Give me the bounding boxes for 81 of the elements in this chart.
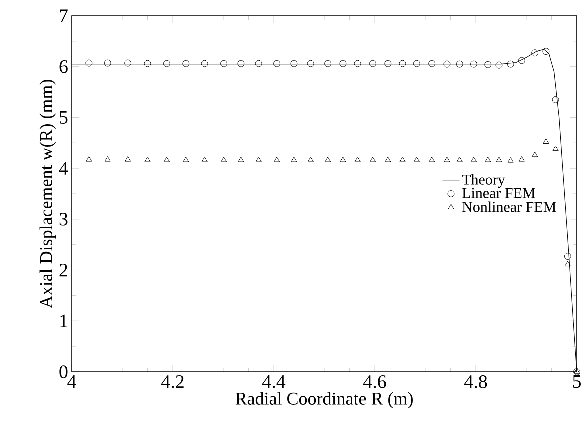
point (274, 156, 280, 162)
point (324, 60, 332, 68)
y-tick-label: 4 (59, 162, 68, 175)
y-tick-label: 1 (60, 314, 68, 328)
point (104, 60, 112, 67)
y-tick-label: 5 (60, 111, 68, 124)
point (164, 156, 170, 162)
y-tick-label: 7 (60, 10, 68, 22)
point (163, 60, 170, 68)
point (532, 50, 539, 57)
point (507, 60, 514, 68)
point (124, 60, 132, 67)
point (238, 156, 244, 162)
point (496, 62, 503, 69)
point (183, 156, 190, 162)
point (564, 261, 571, 267)
point (290, 60, 298, 68)
x-tick-label: 4.2 (162, 376, 184, 388)
point (220, 60, 228, 68)
point (340, 156, 346, 162)
x-tick-label: 5 (573, 376, 581, 388)
point (470, 156, 477, 162)
point (125, 156, 132, 162)
point (86, 60, 93, 67)
point (202, 156, 208, 162)
point (400, 156, 406, 162)
point (456, 60, 464, 68)
y-axis-title: Axial Displacement w(R) (mm) (40, 80, 56, 309)
point (307, 60, 314, 68)
point (532, 152, 538, 158)
x-tick-label: 4.6 (364, 376, 386, 388)
point (552, 96, 560, 104)
point (518, 156, 525, 162)
point (543, 138, 550, 144)
point (144, 156, 151, 162)
point (325, 156, 332, 162)
y-tick-label: 3 (60, 213, 68, 226)
point (104, 156, 111, 162)
point (428, 60, 436, 68)
point (508, 157, 514, 163)
point (413, 60, 420, 68)
point (429, 156, 436, 162)
point (86, 156, 92, 162)
point (256, 156, 262, 162)
y-tick-label: 6 (60, 60, 68, 74)
point (220, 156, 228, 162)
point (444, 156, 450, 162)
point (182, 60, 190, 68)
point (291, 156, 298, 162)
legend-label: Nonlinear FEM (462, 202, 556, 212)
point (238, 60, 245, 68)
point (201, 60, 208, 68)
point (274, 60, 280, 68)
point (444, 60, 451, 68)
point (496, 156, 502, 162)
point (340, 60, 347, 68)
point (370, 60, 376, 68)
point (470, 60, 478, 68)
point (485, 156, 492, 162)
point (384, 60, 392, 68)
point (456, 156, 463, 162)
legend-label: Theory (462, 174, 506, 188)
point (484, 61, 492, 68)
point (399, 60, 406, 68)
x-tick-label: 4.8 (464, 376, 488, 388)
y-tick-label: 0 (60, 366, 68, 378)
point (552, 146, 559, 152)
x-axis-title: Radial Coordinate R (m) (236, 392, 413, 409)
point (354, 156, 361, 162)
y-tick-label: 2 (60, 264, 68, 277)
x-tick-label: 4.4 (262, 376, 286, 388)
point (354, 60, 362, 68)
point (255, 60, 262, 68)
point (308, 156, 314, 162)
point (385, 156, 392, 162)
point (414, 156, 420, 162)
point (518, 57, 526, 64)
point (144, 60, 152, 68)
legend-label: Linear FEM (462, 188, 536, 198)
point (542, 48, 550, 56)
point (370, 156, 376, 162)
